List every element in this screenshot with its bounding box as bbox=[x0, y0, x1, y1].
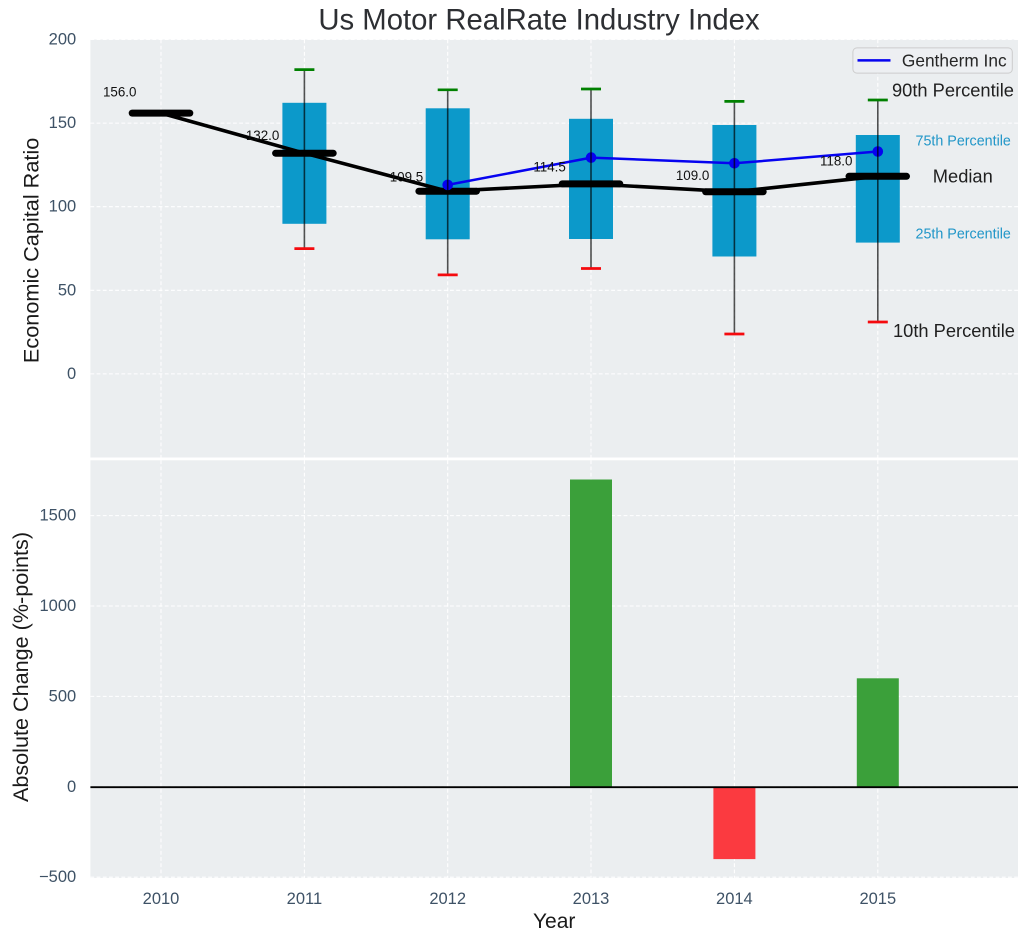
svg-text:156.0: 156.0 bbox=[103, 84, 137, 99]
svg-text:Gentherm Inc: Gentherm Inc bbox=[902, 51, 1007, 71]
svg-text:1000: 1000 bbox=[39, 597, 76, 615]
svg-text:Median: Median bbox=[933, 165, 993, 186]
svg-text:25th Percentile: 25th Percentile bbox=[916, 226, 1011, 242]
svg-text:50: 50 bbox=[58, 281, 76, 299]
svg-text:0: 0 bbox=[67, 778, 76, 796]
svg-text:Absolute Change (%-points): Absolute Change (%-points) bbox=[8, 532, 33, 802]
svg-text:2014: 2014 bbox=[716, 890, 753, 908]
svg-text:150: 150 bbox=[49, 114, 77, 132]
svg-text:100: 100 bbox=[49, 198, 77, 216]
svg-text:118.0: 118.0 bbox=[820, 153, 853, 168]
svg-text:114.5: 114.5 bbox=[533, 160, 566, 175]
svg-text:109.0: 109.0 bbox=[676, 168, 710, 183]
svg-text:90th Percentile: 90th Percentile bbox=[892, 80, 1014, 101]
svg-text:10th Percentile: 10th Percentile bbox=[893, 320, 1015, 341]
svg-text:Year: Year bbox=[533, 910, 575, 933]
svg-text:Economic Capital Ratio: Economic Capital Ratio bbox=[19, 138, 44, 363]
svg-text:Us Motor RealRate Industry Ind: Us Motor RealRate Industry Index bbox=[318, 3, 760, 36]
svg-text:1500: 1500 bbox=[39, 507, 76, 525]
svg-text:2013: 2013 bbox=[573, 890, 610, 908]
svg-text:200: 200 bbox=[49, 31, 77, 49]
svg-text:2010: 2010 bbox=[143, 890, 180, 908]
svg-text:132.0: 132.0 bbox=[246, 128, 280, 143]
svg-text:2015: 2015 bbox=[859, 890, 896, 908]
svg-text:109.5: 109.5 bbox=[390, 169, 424, 184]
svg-text:0: 0 bbox=[67, 365, 76, 383]
svg-text:2012: 2012 bbox=[429, 890, 466, 908]
svg-text:−500: −500 bbox=[39, 868, 76, 886]
svg-text:75th Percentile: 75th Percentile bbox=[916, 133, 1011, 149]
svg-text:2011: 2011 bbox=[287, 890, 322, 908]
svg-text:500: 500 bbox=[49, 687, 77, 705]
